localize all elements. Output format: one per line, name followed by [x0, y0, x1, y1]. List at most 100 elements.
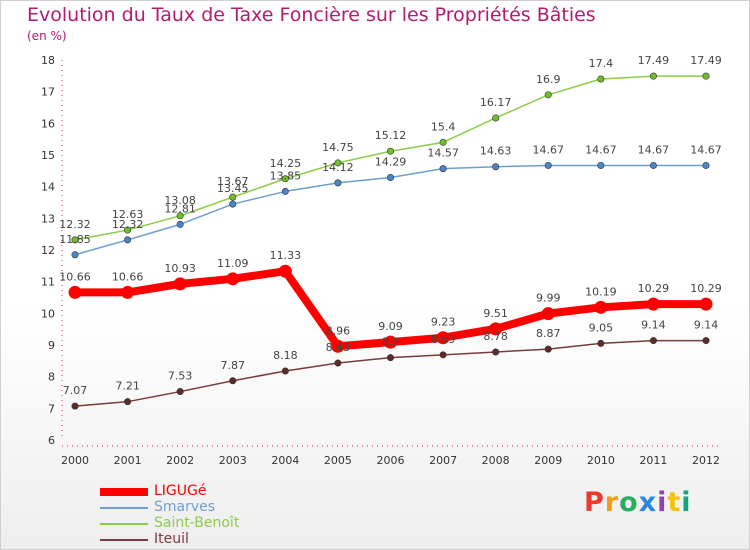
logo-letter: r: [604, 487, 620, 518]
logo-letter: i: [657, 487, 668, 518]
y-tick-label: 15: [41, 149, 55, 162]
y-tick-label: 18: [41, 54, 55, 67]
logo-letter: t: [667, 487, 682, 518]
data-point: [229, 200, 237, 208]
data-label: 10.29: [638, 282, 670, 295]
proxiti-logo: Proxiti: [584, 487, 694, 527]
y-tick-label: 16: [41, 117, 55, 130]
data-point: [124, 398, 132, 406]
x-tick-label: 2009: [534, 454, 562, 467]
unit-label: (en %): [27, 29, 67, 43]
x-tick-label: 2000: [61, 454, 89, 467]
data-label: 7.21: [115, 380, 140, 393]
legend-swatch: [100, 523, 148, 525]
data-point: [173, 277, 187, 291]
data-label: 11.33: [270, 249, 302, 262]
data-label: 11.85: [59, 233, 91, 246]
logo-letter: x: [638, 487, 658, 518]
data-label: 9.09: [378, 320, 403, 333]
data-label: 10.19: [585, 285, 617, 298]
data-point: [229, 377, 237, 385]
data-point: [439, 165, 447, 173]
data-point: [71, 251, 79, 259]
data-label: 14.57: [427, 147, 459, 160]
data-point: [544, 345, 552, 353]
data-label: 8.43: [326, 341, 351, 354]
logo-letter: P: [584, 487, 605, 518]
data-label: 13.67: [217, 175, 249, 188]
series-saint-beno-t: [71, 72, 710, 244]
x-tick-label: 2002: [166, 454, 194, 467]
data-label: 12.32: [112, 218, 144, 231]
x-tick-label: 2011: [639, 454, 667, 467]
data-label: 16.9: [536, 73, 561, 86]
data-label: 13.45: [217, 182, 249, 195]
data-label: 17.49: [690, 54, 722, 67]
data-point: [544, 161, 552, 169]
data-label: 16.17: [480, 96, 512, 109]
y-tick-label: 6: [48, 434, 55, 447]
data-point: [439, 351, 447, 359]
y-tick-label: 8: [48, 371, 55, 384]
logo-letter: i: [681, 487, 692, 518]
data-point: [594, 300, 608, 314]
y-tick-label: 12: [41, 244, 55, 257]
data-point: [702, 337, 710, 345]
data-label: 7.07: [63, 384, 88, 397]
data-point: [384, 335, 397, 349]
data-label: 15.4: [431, 120, 456, 133]
x-tick-label: 2001: [114, 454, 142, 467]
data-point: [439, 138, 447, 146]
x-tick-label: 2010: [587, 454, 615, 467]
data-label: 17.49: [638, 54, 670, 67]
data-label: 13.85: [270, 169, 302, 182]
data-point: [702, 72, 710, 80]
data-point: [386, 354, 394, 362]
data-point: [71, 236, 79, 244]
y-tick-label: 7: [48, 402, 55, 415]
data-label: 14.25: [270, 157, 302, 170]
data-label: 14.67: [585, 143, 617, 156]
data-point: [489, 322, 503, 336]
data-label: 9.14: [641, 319, 666, 332]
data-point: [121, 285, 135, 299]
y-tick-label: 11: [41, 276, 55, 289]
data-point: [646, 297, 660, 311]
data-point: [492, 114, 500, 122]
data-label: 14.67: [690, 143, 722, 156]
data-label: 10.66: [112, 270, 144, 283]
legend-label: Saint-Benoît: [154, 515, 240, 531]
data-label: 10.93: [164, 262, 196, 275]
data-label: 9.23: [431, 316, 456, 329]
data-label: 17.4: [589, 57, 614, 70]
legend-swatch: [100, 488, 148, 496]
data-point: [649, 337, 657, 345]
data-point: [71, 402, 79, 410]
y-tick-label: 17: [41, 86, 55, 99]
series-ligug-: [68, 264, 713, 353]
x-tick-label: 2003: [219, 454, 247, 467]
logo-letter: o: [619, 487, 639, 518]
data-label: 11.09: [217, 257, 249, 270]
data-label: 8.69: [431, 333, 456, 346]
data-point: [281, 175, 289, 183]
data-point: [649, 72, 657, 80]
data-point: [176, 212, 184, 220]
data-label: 9.05: [589, 321, 614, 334]
data-point: [278, 264, 292, 278]
x-tick-label: 2004: [271, 454, 299, 467]
data-label: 8.96: [326, 324, 351, 337]
y-tick-label: 14: [41, 181, 55, 194]
data-label: 9.99: [536, 292, 561, 305]
data-point: [226, 272, 240, 286]
legend-label: LIGUGé: [154, 483, 207, 499]
x-tick-label: 2005: [324, 454, 352, 467]
legend-swatch: [100, 507, 148, 509]
data-point: [176, 220, 184, 228]
data-point: [124, 226, 132, 234]
x-tick-label: 2008: [482, 454, 510, 467]
data-label: 12.32: [59, 218, 91, 231]
legend-label: Smarves: [154, 499, 216, 515]
